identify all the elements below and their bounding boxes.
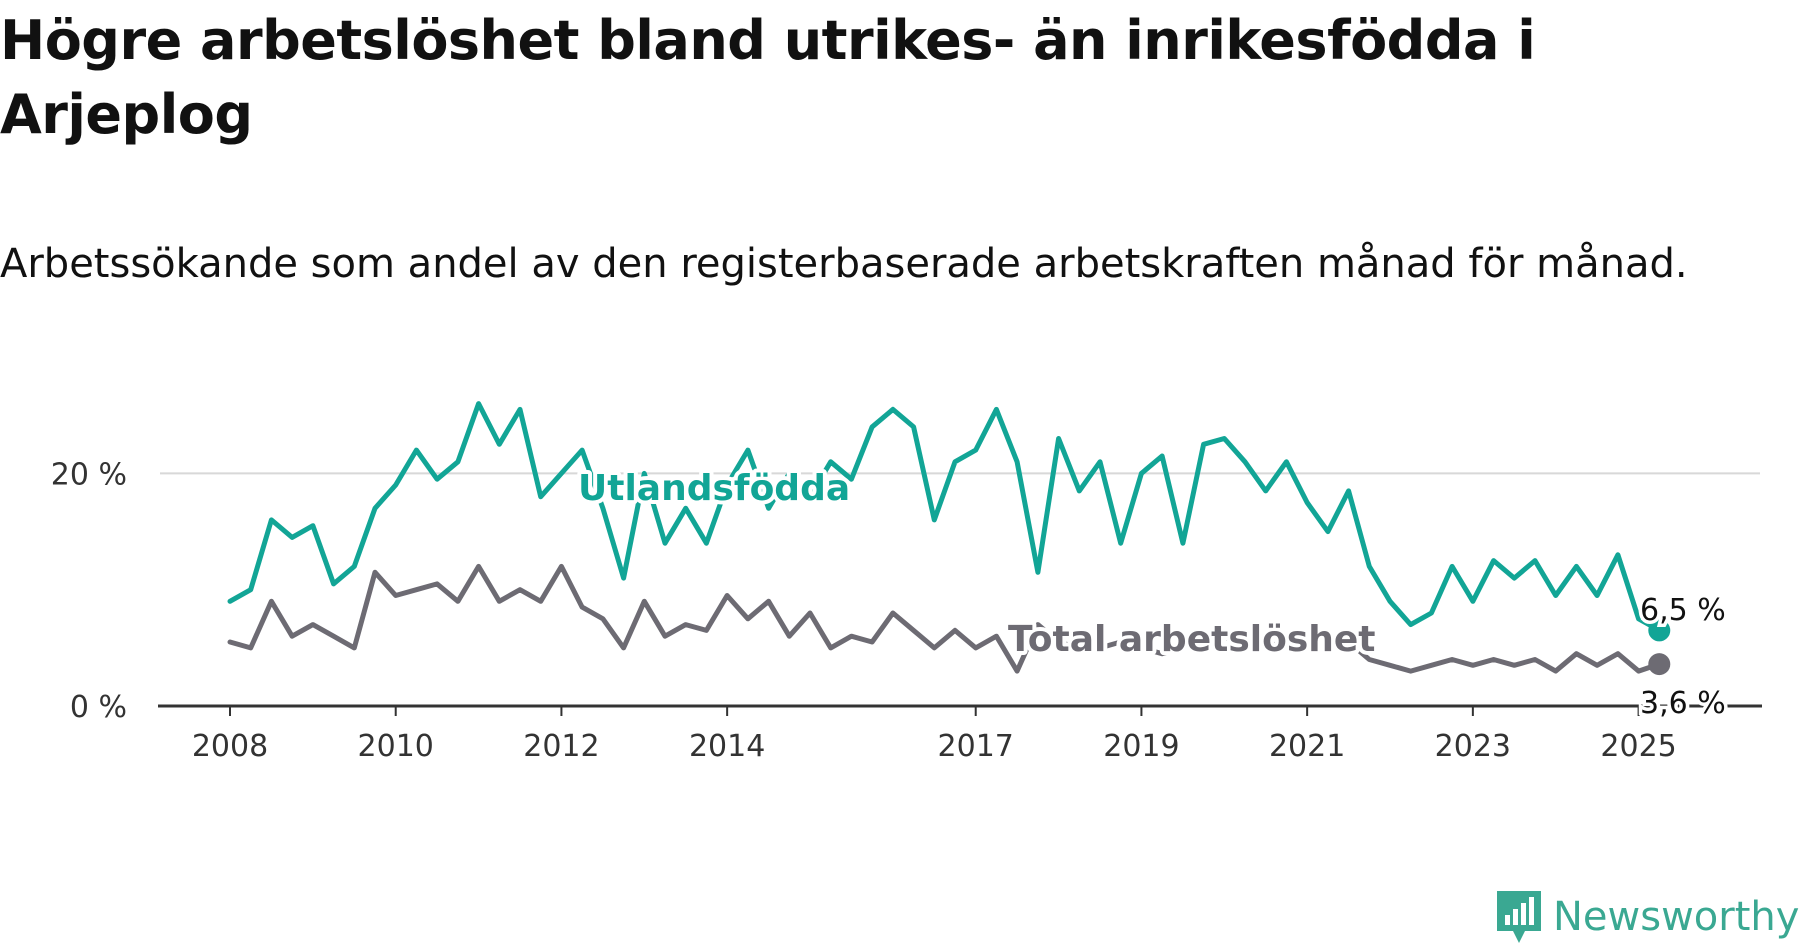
y-tick-label: 20 % xyxy=(51,457,127,492)
x-tick-label: 2014 xyxy=(689,729,765,764)
utlandsfodda-label: Utlandsfödda xyxy=(578,468,850,509)
x-tick-label: 2019 xyxy=(1103,729,1179,764)
total-line xyxy=(227,563,1662,674)
x-tick-label: 2017 xyxy=(938,729,1014,764)
total-end-label: 3,6 % xyxy=(1640,686,1726,721)
brand-name: Newsworthy xyxy=(1553,894,1800,940)
utlandsfodda-end-label: 6,5 % xyxy=(1640,593,1726,628)
x-tick-label: 2012 xyxy=(523,729,599,764)
utlandsfodda-end-point xyxy=(1648,619,1671,642)
chart-subtitle: Arbetssökande som andel av den registerb… xyxy=(0,241,1688,287)
chart-logo-icon xyxy=(1497,891,1541,943)
labels: Utlandsfödda Total arbetslöshet 6,5 % 3,6 % xyxy=(574,464,1729,725)
total-label: Total arbetslöshet xyxy=(1008,619,1376,660)
chart-title: Högre arbetslöshet bland utrikes- än inr… xyxy=(0,9,1536,146)
brand-logo: Newsworthy xyxy=(1495,889,1799,945)
series-lines xyxy=(227,401,1671,676)
line-chart: 0 % 20 % 2008 2010 2012 2014 2017 2019 2021 2023 2… xyxy=(51,401,1762,764)
x-tick-label: 2008 xyxy=(192,729,268,764)
x-tick-label: 2025 xyxy=(1600,729,1676,764)
x-tick-label: 2023 xyxy=(1435,729,1511,764)
y-tick-label: 0 % xyxy=(70,690,127,725)
utlandsfodda-line xyxy=(227,401,1662,633)
x-tick-label: 2021 xyxy=(1269,729,1345,764)
total-end-point xyxy=(1648,653,1671,676)
axes: 0 % 20 % 2008 2010 2012 2014 2017 2019 2021 2023 2… xyxy=(51,457,1762,764)
x-tick-label: 2010 xyxy=(358,729,434,764)
